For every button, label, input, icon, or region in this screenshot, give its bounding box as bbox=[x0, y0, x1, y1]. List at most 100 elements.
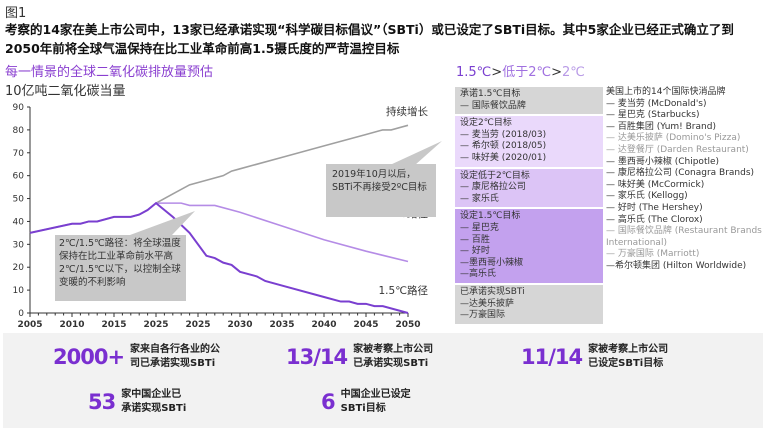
brand-item: — 墨西哥小辣椒 (Chipotle) bbox=[606, 156, 720, 167]
stat-line: 司已承诺实现SBTi bbox=[130, 358, 216, 369]
y-tick-label: 80 bbox=[13, 126, 25, 136]
stat-desc: 家被考察上市公司 已设定SBTi目标 bbox=[588, 343, 668, 371]
y-tick-label: 20 bbox=[13, 263, 25, 273]
stat-value: 13/14 bbox=[286, 345, 348, 369]
stat-value: 2000+ bbox=[53, 345, 125, 369]
stat-line: SBTi目标 bbox=[340, 403, 386, 414]
stat-line: 已承诺实现SBTi bbox=[353, 358, 429, 369]
brand-item: —希尔顿集团 (Hilton Worldwide) bbox=[606, 260, 747, 271]
stat-item: 6 中国企业已设定 SBTi目标 bbox=[321, 388, 411, 416]
stat-item: 11/14 家被考察上市公司 已设定SBTi目标 bbox=[521, 343, 668, 371]
target-group: 承诺1.5℃目标 — 国际餐饮品牌 bbox=[455, 87, 603, 115]
target-group: 已承诺实现SBTi —达美乐披萨 —万豪国际 bbox=[455, 285, 603, 324]
group-item: — 希尔顿 (2018/05) bbox=[460, 141, 547, 152]
stat-value: 53 bbox=[88, 390, 116, 414]
y-tick-label: 0 bbox=[18, 309, 24, 319]
brand-item: — 好时 (The Hershey) bbox=[606, 202, 703, 213]
stat-value: 6 bbox=[321, 390, 336, 414]
group-title: 设定2℃目标 bbox=[460, 118, 512, 129]
callout-box bbox=[55, 235, 186, 301]
group-item: —高乐氏 bbox=[460, 269, 497, 280]
stat-item: 2000+ 家来自各行各业的公 司已承诺实现SBTi bbox=[53, 343, 220, 371]
x-tick-label: 2025 bbox=[185, 320, 210, 330]
legend-below2: 低于2℃ bbox=[502, 65, 552, 80]
group-title: 承诺1.5℃目标 bbox=[460, 89, 521, 99]
legend-sep: > bbox=[491, 65, 503, 80]
group-title: 设定1.5℃目标 bbox=[460, 211, 521, 222]
series-line-1 bbox=[156, 202, 409, 263]
x-tick-label: 2005 bbox=[17, 320, 42, 330]
stat-desc: 家来自各行各业的公 司已承诺实现SBTi bbox=[130, 343, 220, 371]
group-item: — 国际餐饮品牌 bbox=[460, 100, 526, 111]
stat-line: 家被考察上市公司 bbox=[353, 344, 434, 355]
brand-item: — 麦当劳 (McDonald's) bbox=[606, 98, 707, 109]
group-title: 设定低于2℃目标 bbox=[460, 170, 530, 181]
brand-list-title: 美国上市的14个国际快消品牌 bbox=[606, 87, 726, 97]
callout-pointer bbox=[130, 211, 195, 235]
stat-line: 家来自各行各业的公 bbox=[130, 344, 221, 355]
group-item: — 麦当劳 (2018/03) bbox=[460, 129, 547, 140]
brand-item: — 家乐氏 (Kellogg) bbox=[606, 191, 688, 202]
legend-title: 1.5℃>低于2℃>2℃ bbox=[456, 61, 585, 80]
x-tick-label: 2045 bbox=[353, 320, 378, 330]
callout-pointer bbox=[390, 141, 442, 165]
chart-title: 每一情景的全球二氧化碳排放量预估 bbox=[5, 65, 214, 80]
x-tick-label: 2010 bbox=[59, 320, 84, 330]
x-tick-label: 2015 bbox=[101, 320, 126, 330]
y-tick-label: 30 bbox=[13, 240, 25, 250]
group-item: — 康尼格拉公司 bbox=[460, 182, 526, 193]
x-tick-label: 2030 bbox=[227, 320, 252, 330]
group-item: —墨西哥小辣椒 bbox=[460, 257, 524, 268]
group-title: 已承诺实现SBTi bbox=[460, 287, 525, 297]
y-tick-label: 70 bbox=[13, 149, 25, 159]
legend-sep: > bbox=[551, 65, 562, 80]
target-group: 设定2℃目标 — 麦当劳 (2018/03) — 希尔顿 (2018/05) — 味好… bbox=[455, 116, 603, 167]
callout-text-pathway: 2℃/1.5℃路径：将全球温度保持在比工业革命前水平高2℃/1.5℃以下，以控制… bbox=[59, 238, 181, 288]
y-tick-label: 60 bbox=[13, 172, 25, 182]
series-label: 1.5℃路径 bbox=[379, 284, 429, 297]
brand-item: — 达美乐披萨 (Domino's Pizza) bbox=[606, 133, 741, 144]
target-group: 设定低于2℃目标 — 康尼格拉公司 — 家乐氏 bbox=[455, 168, 603, 208]
brand-item: — 达登餐厅 (Darden Restaurant) bbox=[606, 144, 749, 155]
stat-line: 已设定SBTi目标 bbox=[588, 358, 664, 369]
brand-item: — 高乐氏 (The Clorox) bbox=[606, 214, 703, 225]
x-tick-label: 2050 bbox=[395, 320, 420, 330]
stat-item: 13/14 家被考察上市公司 已承诺实现SBTi bbox=[286, 343, 433, 371]
series-line-2 bbox=[29, 201, 409, 314]
stat-line: 家被考察上市公司 bbox=[588, 344, 669, 355]
x-tick-label: 2040 bbox=[311, 320, 336, 330]
stats-panel: 2000+ 家来自各行各业的公 司已承诺实现SBTi 13/14 家被考察上市公司 已承诺… bbox=[3, 333, 763, 428]
figure-label: 图1 bbox=[5, 6, 27, 21]
figure-title: 考察的14家在美上市公司中，13家已经承诺实现“科学碳目标倡议”（SBTi）或已… bbox=[5, 22, 734, 56]
x-tick-label: 2035 bbox=[269, 320, 294, 330]
brand-item: — 星巴克 (Starbucks) bbox=[606, 110, 700, 121]
y-axis-label: 10亿吨二氧化碳当量 bbox=[5, 84, 126, 99]
brand-item: — 康尼格拉公司 (Conagra Brands) bbox=[606, 168, 755, 179]
brand-item: — 味好美 (McCormick) bbox=[606, 179, 705, 190]
y-tick-label: 10 bbox=[13, 286, 25, 296]
target-group: 设定1.5℃目标 — 星巴克 — 百胜 — 好时 —墨西哥小辣椒 —高乐氏 bbox=[455, 209, 603, 283]
group-item: —万豪国际 bbox=[460, 310, 506, 321]
group-item: — 星巴克 bbox=[460, 222, 499, 233]
legend-15: 1.5℃ bbox=[456, 65, 492, 80]
y-tick-label: 40 bbox=[13, 217, 25, 227]
stat-line: 中国企业已设定 bbox=[340, 389, 411, 400]
y-tick-label: 50 bbox=[13, 195, 25, 205]
stat-desc: 中国企业已设定 SBTi目标 bbox=[341, 388, 411, 416]
x-tick-label: 2025 bbox=[143, 320, 168, 330]
brand-item: — 万豪国际 (Marriott) bbox=[606, 249, 700, 260]
legend-2: 2℃ bbox=[561, 65, 585, 80]
stat-line: 家中国企业已 bbox=[121, 389, 182, 400]
brand-item: — 国际餐饮品牌 (Restaurant Brands Internationa… bbox=[606, 226, 762, 248]
stat-desc: 家中国企业已 承诺实现SBTi bbox=[121, 388, 186, 416]
brand-list: 美国上市的14个国际快消品牌 — 麦当劳 (McDonald's) — 星巴克 (… bbox=[606, 87, 766, 273]
y-tick-label: 90 bbox=[13, 103, 25, 113]
callout-text-sbti: 2019年10月以后，SBTi不再接受2ºC目标 bbox=[332, 169, 427, 193]
group-item: — 家乐氏 bbox=[460, 193, 499, 204]
group-item: —达美乐披萨 bbox=[460, 298, 515, 309]
series-label: 持续增长 bbox=[386, 105, 428, 118]
stat-line: 承诺实现SBTi bbox=[121, 403, 187, 414]
stat-item: 53 家中国企业已 承诺实现SBTi bbox=[88, 388, 186, 416]
